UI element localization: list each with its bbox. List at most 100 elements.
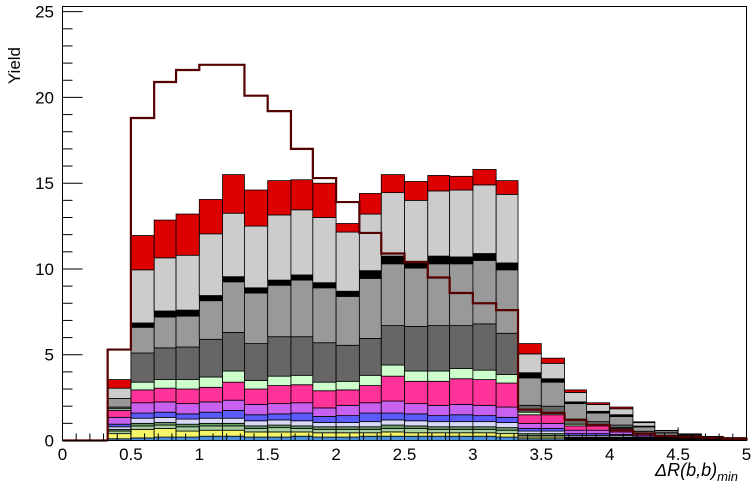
bar-segment (130, 269, 155, 324)
bar-segment (449, 256, 474, 265)
bar-segment (609, 416, 634, 426)
bar-segment (564, 403, 587, 420)
bar-segment (107, 387, 132, 399)
bar-segment (517, 372, 542, 379)
bar-segment (335, 231, 360, 292)
bar-segment (472, 415, 497, 423)
bar-segment (175, 309, 200, 317)
x-tick-label: 2 (331, 445, 340, 464)
bar-segment (222, 370, 245, 383)
bar-segment (404, 432, 429, 437)
bar-segment (267, 431, 292, 438)
bar-segment (449, 404, 474, 416)
bar-segment (404, 428, 429, 434)
bar-segment (267, 336, 292, 377)
bar-segment (312, 342, 337, 383)
bar-segment (198, 376, 223, 388)
bar-segment (380, 192, 405, 257)
bar-segment (244, 404, 269, 416)
bar-segment (130, 352, 155, 383)
bar-segment (153, 428, 177, 438)
x-tick-label: 0 (58, 445, 67, 464)
bar-segment (472, 421, 497, 428)
bar-segment (290, 420, 314, 427)
x-tick-label: 2.5 (393, 445, 417, 464)
bar-segment (312, 182, 337, 218)
bar-segment (267, 403, 292, 415)
bar-segment (175, 413, 200, 420)
bar-segment (540, 405, 565, 413)
bar-segment (312, 422, 337, 428)
bar-segment (222, 429, 245, 437)
bar-segment (312, 217, 337, 284)
bar-segment (244, 436, 269, 441)
bar-segment (244, 225, 269, 289)
bar-segment (130, 326, 155, 354)
bar-segment (335, 389, 360, 406)
bar-segment (632, 426, 656, 432)
bar-segment (380, 255, 405, 265)
bar-segment (404, 435, 429, 441)
bar-segment (153, 316, 177, 349)
bar-segment (540, 414, 565, 424)
bar-segment (495, 436, 519, 441)
bar-segment (153, 411, 177, 418)
x-tick-label: 1.5 (256, 445, 280, 464)
bar-segment (175, 315, 200, 348)
bar-segment (198, 300, 223, 340)
bar-segment (290, 431, 314, 437)
bar-segment (312, 416, 337, 423)
bar-segment (153, 379, 177, 389)
bar-segment (175, 346, 200, 381)
bar-segment (472, 428, 497, 434)
bar-segment (495, 262, 519, 271)
bar-segment (427, 325, 451, 372)
bar-segment (267, 436, 292, 441)
bar-segment (222, 212, 245, 278)
bar-segment (380, 419, 405, 426)
x-axis-title-main: ΔR(b,b) (654, 460, 717, 480)
x-tick-label: 3 (468, 445, 477, 464)
bar-segment (222, 410, 245, 419)
bar-segment (358, 402, 382, 414)
bar-segment (404, 326, 429, 372)
bar-segment (130, 402, 155, 414)
bar-segment (427, 175, 451, 192)
bar-segment (404, 403, 429, 415)
bar-segment (153, 424, 177, 429)
bar-segment (335, 422, 360, 428)
bar-segment (495, 180, 519, 195)
bar-segment (175, 436, 200, 441)
bar-segment (335, 296, 360, 346)
bar-segment (244, 343, 269, 381)
bar-segment (472, 404, 497, 417)
bar-segment (564, 429, 587, 435)
bar-segment (517, 377, 542, 406)
stacked-bars (107, 169, 747, 441)
bar-segment (290, 336, 314, 376)
bar-segment (222, 435, 245, 441)
bar-segment (130, 235, 155, 271)
series-11 (107, 259, 747, 440)
bar-segment (449, 263, 474, 326)
bar-segment (358, 421, 382, 428)
bar-segment (312, 432, 337, 438)
bar-segment (495, 269, 519, 334)
bar-segment (449, 428, 474, 434)
bar-segment (449, 368, 474, 380)
bar-segment (153, 347, 177, 381)
bar-segment (335, 415, 360, 423)
bar-segment (404, 370, 429, 382)
bar-segment (495, 406, 519, 418)
bar-segment (312, 436, 337, 441)
bar-segment (540, 362, 565, 380)
bar-segment (312, 287, 337, 344)
bar-segment (427, 435, 451, 441)
y-tick-label: 15 (35, 174, 54, 193)
bar-segment (175, 379, 200, 390)
bar-segment (153, 257, 177, 312)
bar-segment (130, 389, 155, 404)
bar-segment (175, 254, 200, 311)
series-14 (107, 169, 747, 439)
bar-segment (244, 388, 269, 405)
